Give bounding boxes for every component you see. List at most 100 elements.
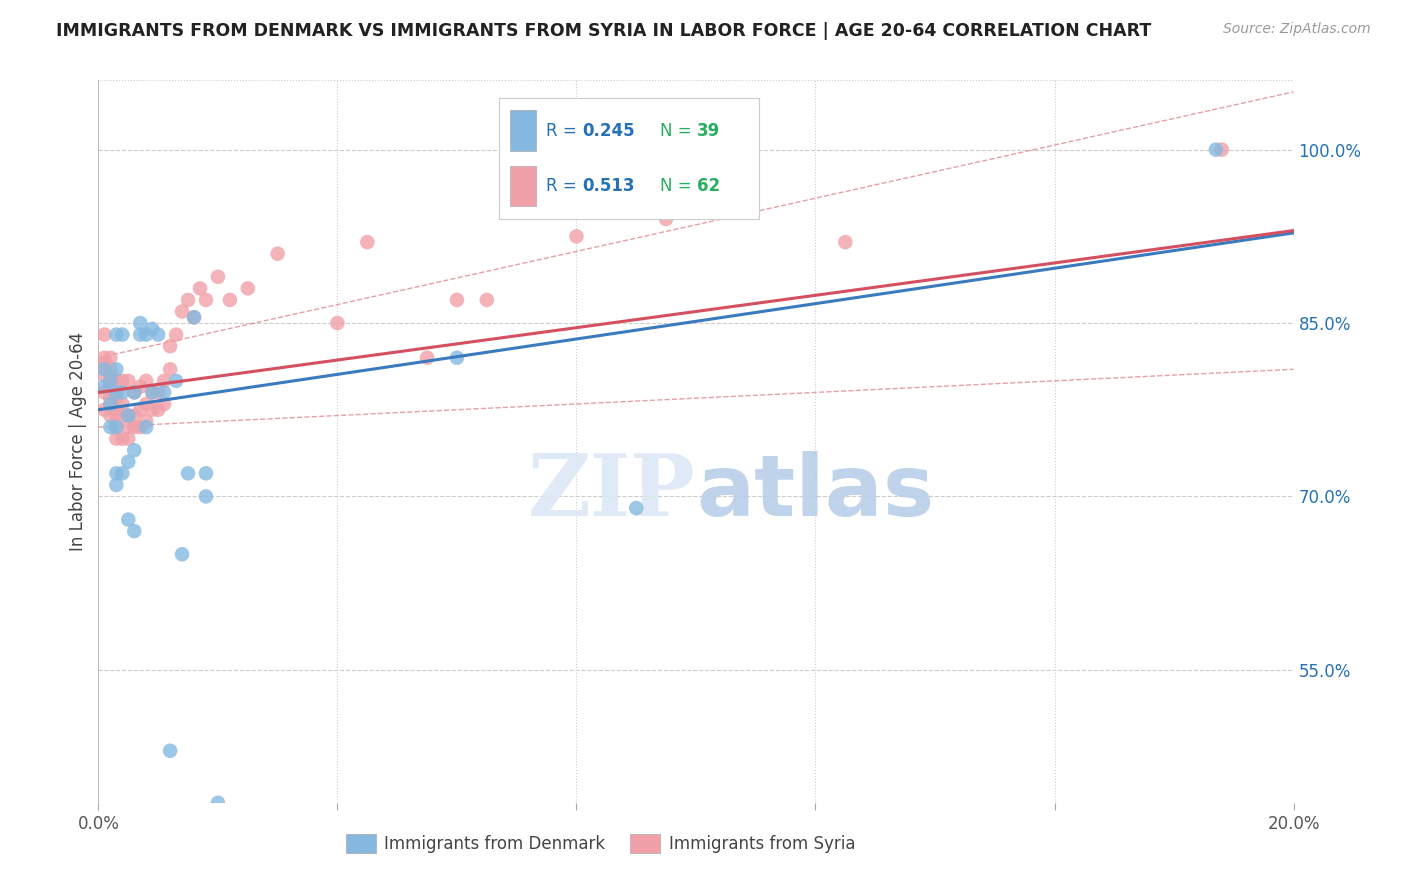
Point (98, 391, 122, 405)
Point (475, 293, 498, 307)
Point (129, 327, 152, 342)
Point (98, 397, 122, 411)
Point (141, 385, 163, 400)
Point (93, 327, 115, 342)
Point (105, 432, 128, 446)
Point (1211, 143, 1233, 157)
Point (153, 397, 176, 411)
Text: IMMIGRANTS FROM DENMARK VS IMMIGRANTS FROM SYRIA IN LABOR FORCE | AGE 20-64 CORR: IMMIGRANTS FROM DENMARK VS IMMIGRANTS FR… (56, 22, 1152, 40)
Legend: Immigrants from Denmark, Immigrants from Syria: Immigrants from Denmark, Immigrants from… (339, 827, 862, 860)
FancyBboxPatch shape (509, 166, 536, 206)
Point (117, 409, 139, 423)
Text: ZIP: ZIP (529, 450, 696, 534)
Point (111, 409, 134, 423)
Point (93, 368, 115, 382)
Point (129, 316, 152, 330)
Point (111, 467, 134, 481)
Point (135, 414, 157, 428)
Point (117, 420, 139, 434)
Point (195, 293, 218, 307)
Point (159, 744, 181, 758)
Point (98, 379, 122, 393)
Point (105, 420, 128, 434)
Point (141, 322, 163, 336)
Point (105, 362, 128, 376)
Point (148, 402, 170, 417)
Point (165, 327, 187, 342)
Text: N =: N = (661, 177, 697, 195)
Point (655, 212, 678, 227)
Point (124, 524, 146, 538)
Point (135, 420, 157, 434)
Point (111, 432, 134, 446)
FancyBboxPatch shape (509, 111, 536, 151)
Point (129, 420, 152, 434)
Point (124, 420, 146, 434)
Point (141, 385, 163, 400)
Point (326, 316, 349, 330)
Text: R =: R = (546, 177, 582, 195)
Point (105, 402, 128, 417)
Text: 62: 62 (697, 177, 720, 195)
Point (141, 402, 163, 417)
Point (111, 327, 134, 342)
Text: R =: R = (546, 121, 582, 140)
Point (267, 246, 290, 260)
Point (416, 351, 439, 365)
Point (105, 420, 128, 434)
Point (159, 362, 181, 376)
Point (124, 385, 146, 400)
Point (98, 351, 122, 365)
Text: 39: 39 (697, 121, 720, 140)
Point (98, 374, 122, 388)
Point (188, 281, 211, 295)
Point (565, 229, 588, 244)
Point (172, 547, 194, 561)
Point (1205, 143, 1227, 157)
Text: N =: N = (661, 121, 697, 140)
Text: Source: ZipAtlas.com: Source: ZipAtlas.com (1223, 22, 1371, 37)
Point (93, 362, 115, 376)
Point (93, 379, 115, 393)
Point (195, 467, 218, 481)
Point (129, 379, 152, 393)
Point (135, 374, 157, 388)
Point (98, 420, 122, 434)
Point (93, 385, 115, 400)
Point (124, 385, 146, 400)
Point (135, 327, 157, 342)
Point (165, 374, 187, 388)
Point (124, 443, 146, 458)
Point (446, 293, 468, 307)
Text: 0.513: 0.513 (582, 177, 636, 195)
Point (105, 391, 128, 405)
Point (236, 281, 259, 295)
Point (626, 501, 648, 516)
Point (153, 385, 176, 400)
Point (93, 402, 115, 417)
Text: 0.245: 0.245 (582, 121, 636, 140)
Point (446, 351, 468, 365)
Point (129, 402, 152, 417)
Point (105, 478, 128, 492)
Point (183, 310, 205, 325)
Point (111, 397, 134, 411)
Point (98, 362, 122, 376)
Point (105, 409, 128, 423)
Point (105, 385, 128, 400)
Point (105, 374, 128, 388)
Point (195, 490, 218, 504)
Point (177, 467, 200, 481)
Y-axis label: In Labor Force | Age 20-64: In Labor Force | Age 20-64 (69, 332, 87, 551)
Point (153, 374, 176, 388)
Point (117, 432, 139, 446)
Text: atlas: atlas (696, 450, 934, 533)
Point (124, 409, 146, 423)
Point (111, 385, 134, 400)
Point (93, 351, 115, 365)
Point (93, 357, 115, 371)
Point (356, 235, 378, 249)
Point (98, 374, 122, 388)
Point (177, 293, 200, 307)
Point (105, 467, 128, 481)
